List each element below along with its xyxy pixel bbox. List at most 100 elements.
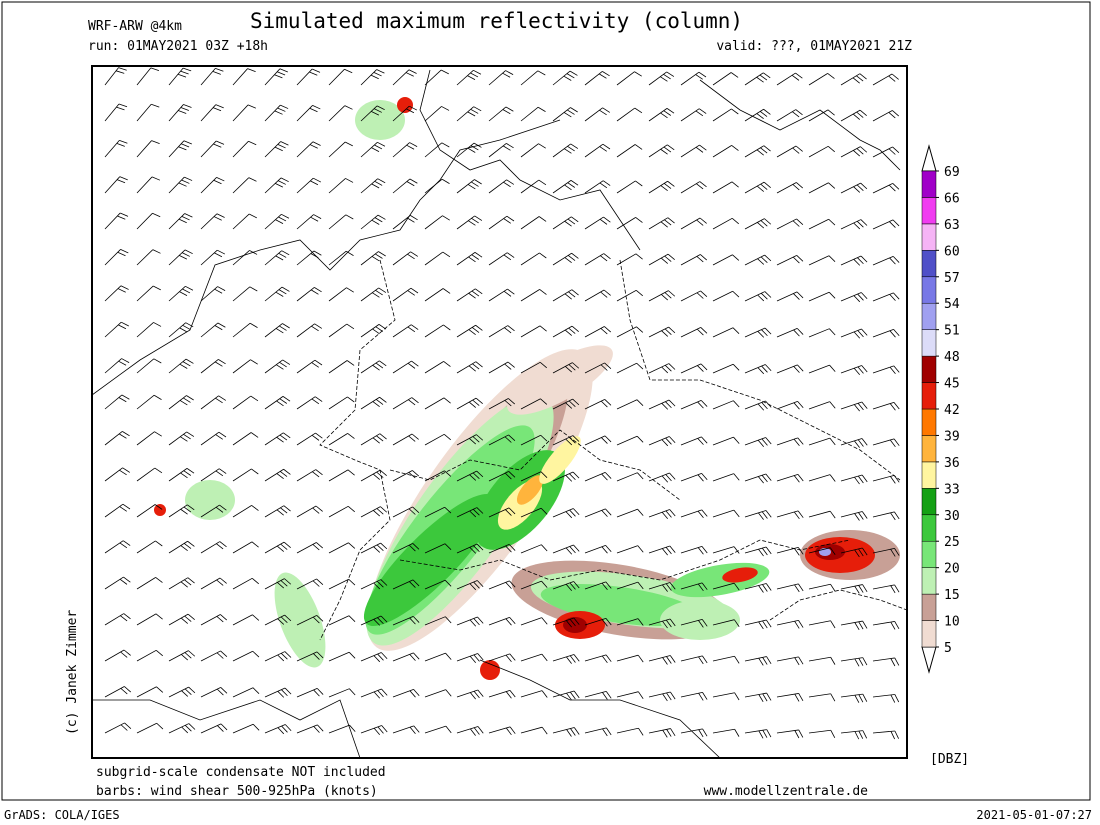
barb-feather [600,328,608,335]
barb-shaft [328,250,347,266]
barb-feather [283,541,291,548]
barb-shaft [808,729,831,734]
barb-feather [796,218,804,225]
precip-area [274,572,326,668]
barb-feather [285,724,292,732]
barb-feather [344,105,353,110]
barb-shaft [808,620,831,626]
colorbar-label: 57 [944,271,960,286]
valid-label: valid: ???, 01MAY2021 21Z [716,39,912,54]
barb-feather [758,512,764,520]
barb-shaft [808,583,831,590]
barb-feather [124,722,132,729]
barb-feather [121,321,130,327]
barb-feather [186,468,195,474]
barb-feather [153,394,162,400]
barb-feather [183,506,192,513]
barb-feather [373,546,381,553]
barb-feather [567,255,576,261]
barb-feather [763,145,771,152]
barb-feather [312,616,320,624]
barb-feather [345,214,354,220]
barb-feather [894,548,900,556]
barb-feather [600,291,608,298]
barb-feather [122,540,131,546]
barb-feather [155,577,163,583]
barb-feather [794,584,800,593]
barb-feather [861,328,868,336]
barb-feather [894,657,900,666]
barb-feather [413,689,420,697]
barb-feather [764,218,772,225]
barb-feather [372,437,380,444]
barb-feather [504,400,512,407]
barb-feather [758,657,764,666]
barb-feather [218,395,227,401]
barb-shaft [328,178,346,194]
barb-shaft [424,178,443,194]
barb-feather [279,361,287,368]
barb-shaft [520,434,541,446]
barb-feather [853,404,860,412]
barb-feather [604,399,612,406]
barb-feather [572,435,580,442]
barb-feather [277,727,285,735]
barb-feather [568,400,576,407]
barb-feather [317,724,324,732]
barb-feather [178,110,187,114]
barb-feather [636,399,644,406]
barb-feather [758,585,764,593]
barb-feather [117,288,126,293]
barb-feather [502,145,511,151]
barb-shaft [712,363,734,374]
barb-feather [180,107,189,111]
barb-feather [660,112,668,119]
barb-shaft [136,722,157,734]
barb-feather [888,75,896,82]
barb-feather [277,691,285,698]
barb-feather [701,619,708,627]
barb-feather [247,104,257,109]
barb-feather [854,513,860,521]
barb-feather [182,288,191,294]
colorbar-label: 33 [944,482,960,497]
barb-feather [793,475,800,483]
barb-feather [278,289,287,295]
barb-feather [181,252,190,257]
barb-shaft [232,577,253,590]
barb-feather [602,143,611,150]
barb-feather [758,730,764,739]
barb-feather [471,217,479,224]
barb-feather [186,395,194,401]
barb-feather [857,403,864,411]
barb-feather [541,617,548,625]
barb-feather [829,437,836,446]
barb-feather [637,581,644,590]
barb-feather [796,291,804,299]
barb-feather [443,434,451,441]
barb-feather [505,509,512,516]
barb-feather [662,584,668,592]
barb-shaft [712,582,735,590]
barb-shaft [328,615,350,626]
barb-feather [441,142,450,148]
barb-feather [760,220,768,227]
barb-feather [604,326,612,333]
barb-feather [830,730,836,739]
barb-feather [376,508,384,515]
barb-shaft [520,544,542,554]
barb-feather [181,690,189,697]
barb-feather [564,184,572,191]
barb-feather [119,469,127,476]
barb-shaft [328,578,349,590]
barb-shaft [328,433,348,446]
barb-feather [380,542,388,550]
colorbar-label: 51 [944,324,960,339]
barb-feather [443,361,451,367]
barb-feather [757,476,764,484]
colorbar-segment [921,488,937,516]
barb-feather [573,727,580,735]
barb-feather [406,144,415,150]
barb-feather [856,111,864,118]
barb-feather [153,358,162,364]
